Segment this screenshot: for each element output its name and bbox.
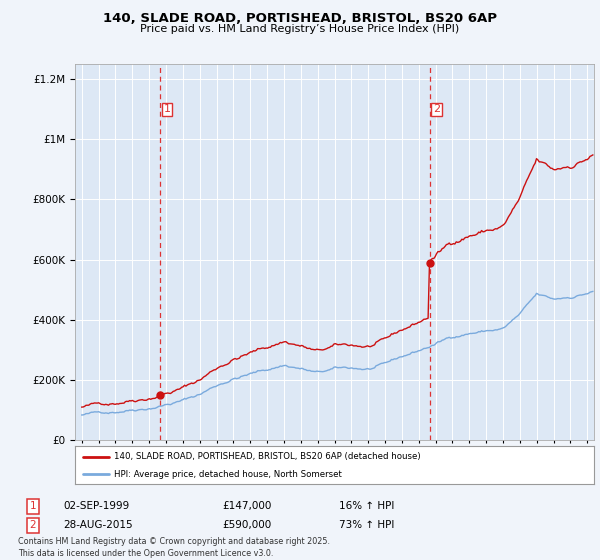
Text: 2: 2 bbox=[29, 520, 37, 530]
Text: 1: 1 bbox=[29, 501, 37, 511]
Text: 140, SLADE ROAD, PORTISHEAD, BRISTOL, BS20 6AP: 140, SLADE ROAD, PORTISHEAD, BRISTOL, BS… bbox=[103, 12, 497, 25]
Text: Price paid vs. HM Land Registry’s House Price Index (HPI): Price paid vs. HM Land Registry’s House … bbox=[140, 24, 460, 34]
Text: 73% ↑ HPI: 73% ↑ HPI bbox=[339, 520, 394, 530]
Text: 2: 2 bbox=[433, 104, 440, 114]
Text: HPI: Average price, detached house, North Somerset: HPI: Average price, detached house, Nort… bbox=[114, 470, 342, 479]
Text: 02-SEP-1999: 02-SEP-1999 bbox=[63, 501, 129, 511]
Text: £590,000: £590,000 bbox=[222, 520, 271, 530]
Text: £147,000: £147,000 bbox=[222, 501, 271, 511]
Text: 140, SLADE ROAD, PORTISHEAD, BRISTOL, BS20 6AP (detached house): 140, SLADE ROAD, PORTISHEAD, BRISTOL, BS… bbox=[114, 452, 421, 461]
Text: 28-AUG-2015: 28-AUG-2015 bbox=[63, 520, 133, 530]
Text: Contains HM Land Registry data © Crown copyright and database right 2025.
This d: Contains HM Land Registry data © Crown c… bbox=[18, 537, 330, 558]
Text: 16% ↑ HPI: 16% ↑ HPI bbox=[339, 501, 394, 511]
Text: 1: 1 bbox=[164, 104, 171, 114]
